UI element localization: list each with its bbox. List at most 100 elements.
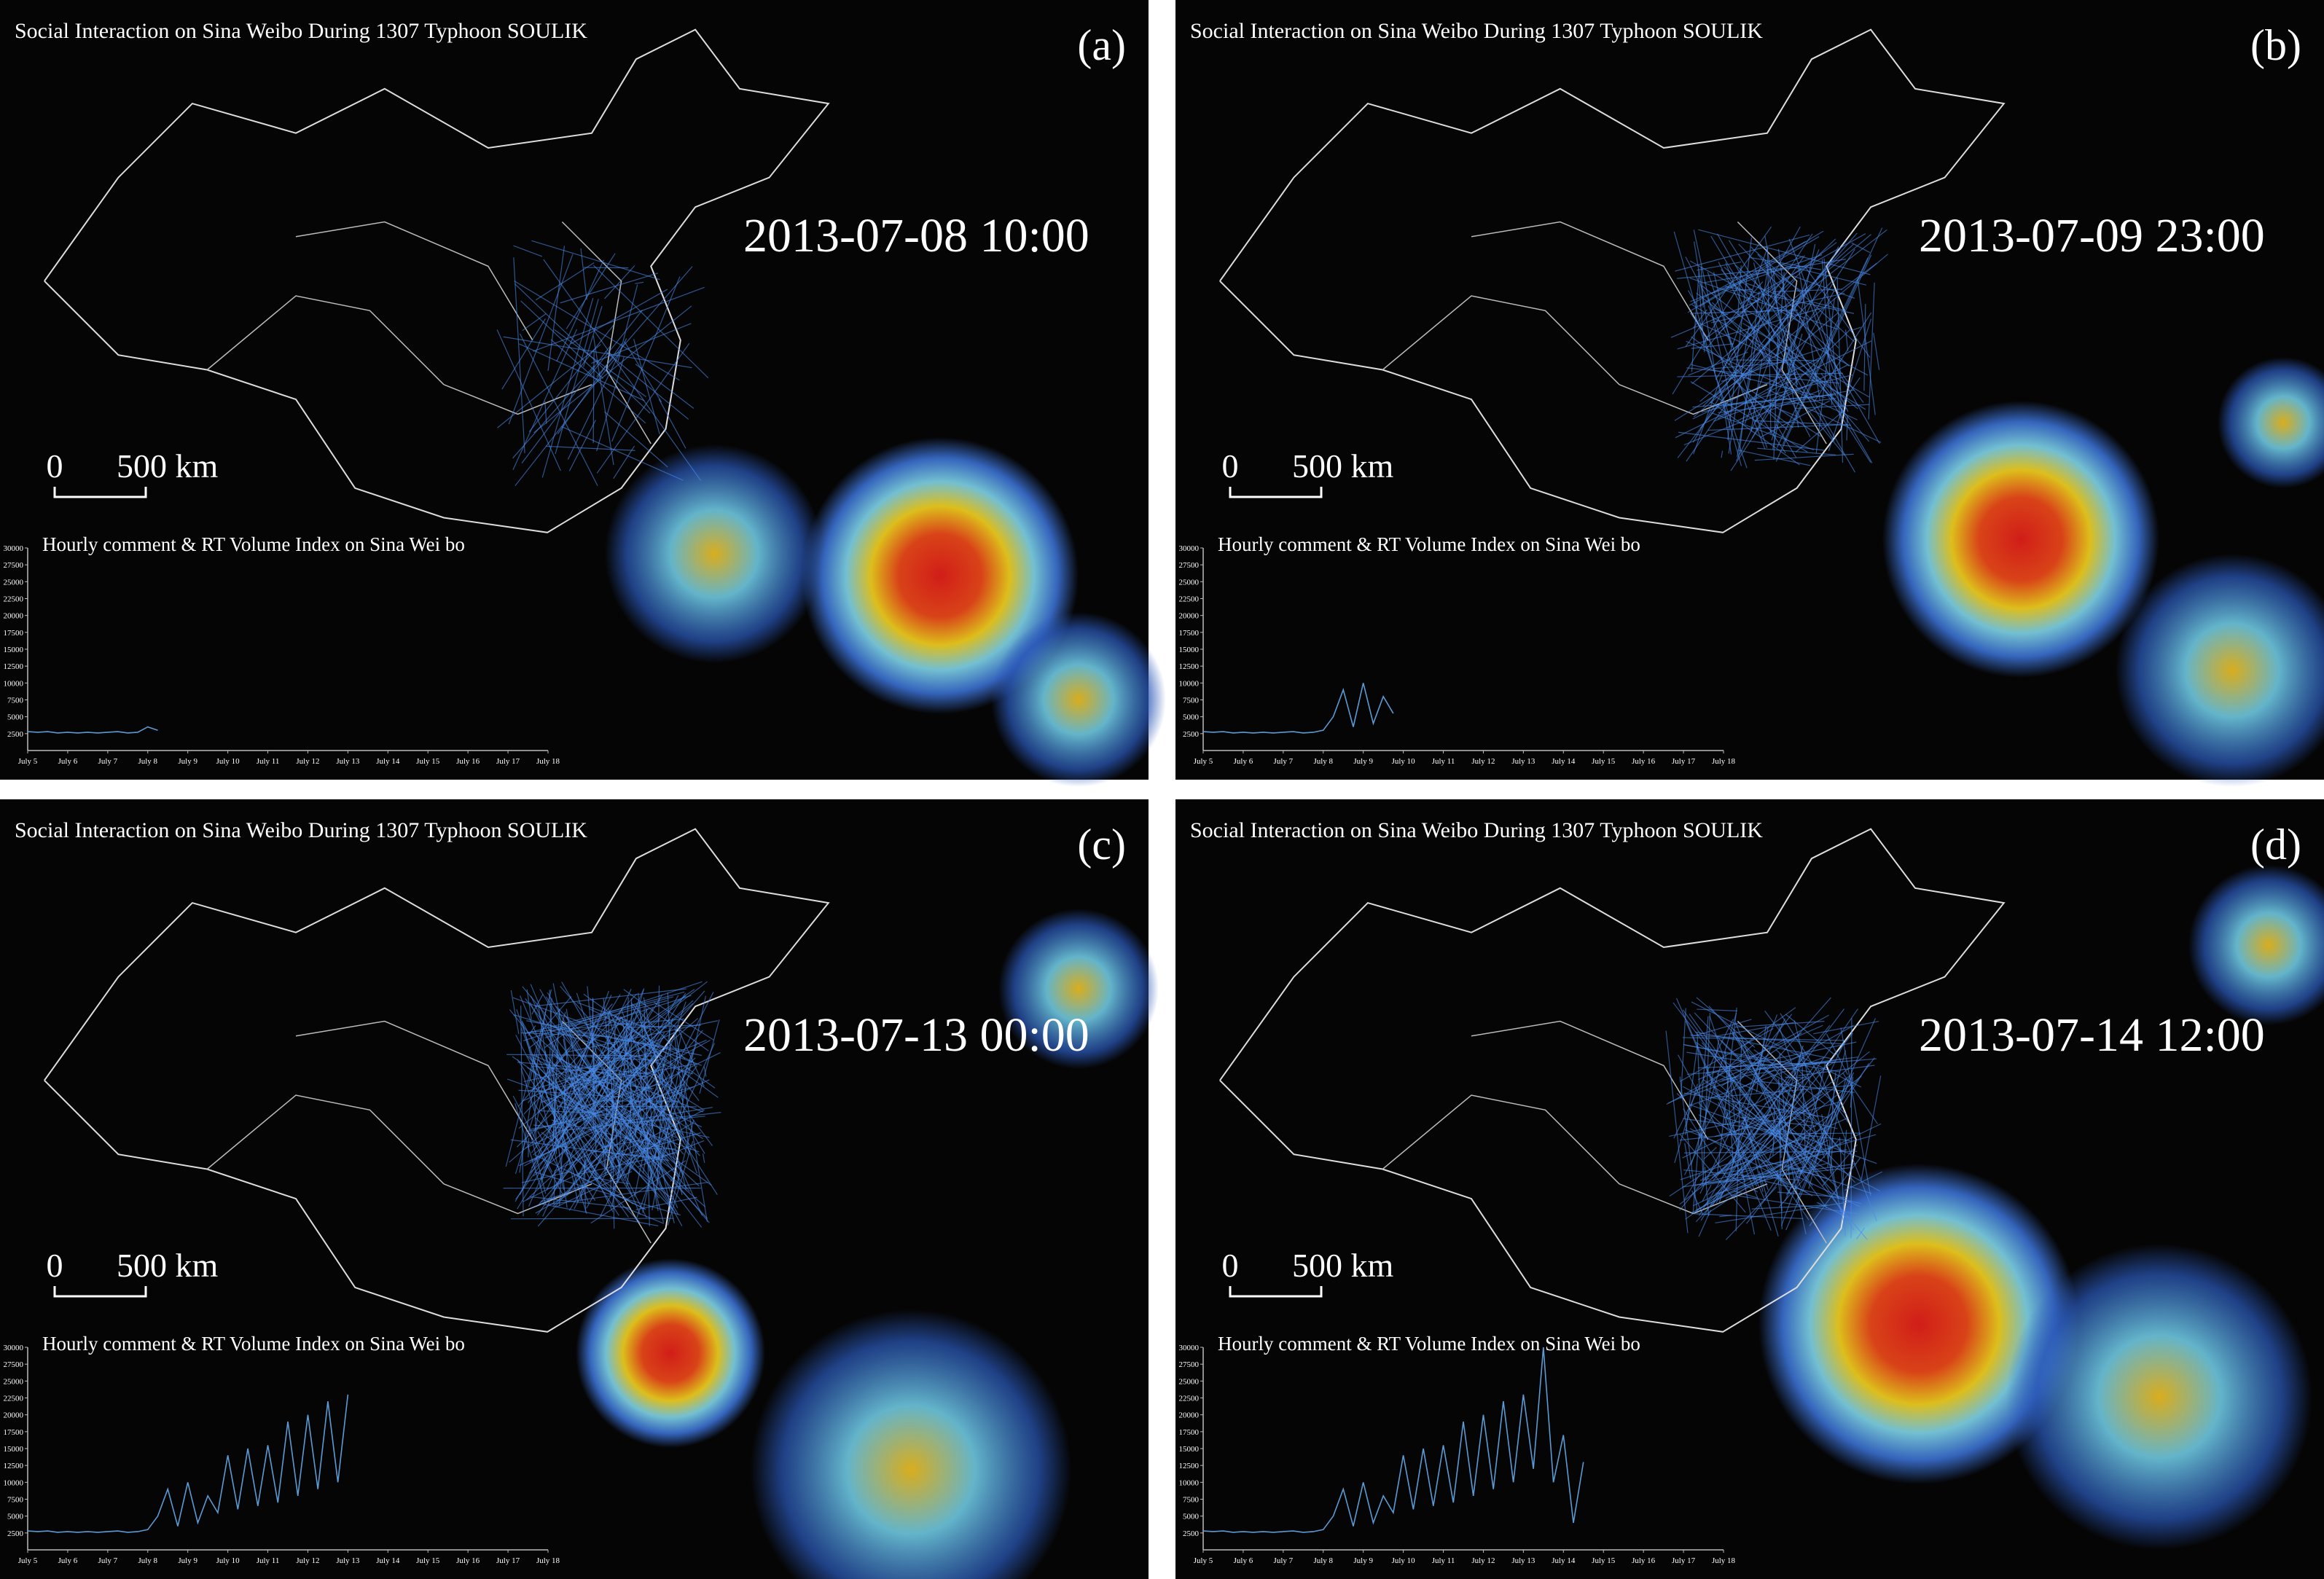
x-tick-label: July 12 [296, 1556, 319, 1565]
x-tick-label: July 13 [336, 1556, 360, 1565]
interaction-link [1721, 1040, 1817, 1135]
x-tick-label: July 5 [1194, 757, 1213, 766]
interaction-link [1793, 1117, 1838, 1129]
interaction-link [1692, 285, 1785, 443]
interaction-link [551, 1119, 678, 1151]
interaction-link [1725, 286, 1855, 314]
interaction-link [1740, 346, 1791, 378]
interaction-link [1782, 294, 1864, 403]
interaction-link [590, 1177, 630, 1185]
interaction-link [1813, 302, 1846, 311]
interaction-link [566, 1065, 614, 1167]
interaction-link [1830, 1138, 1834, 1174]
interaction-link [568, 1054, 666, 1211]
interaction-link [543, 259, 702, 482]
interaction-link [1785, 1076, 1804, 1078]
interaction-link [1839, 1137, 1846, 1237]
interaction-link [552, 1055, 703, 1128]
interaction-link [1801, 1062, 1826, 1167]
interaction-link [1731, 359, 1819, 361]
x-tick-label: July 17 [1672, 1556, 1696, 1565]
interaction-link [630, 1002, 686, 1059]
y-tick-label: 2500 [1183, 730, 1200, 739]
interaction-link [1693, 254, 1888, 418]
province-border [295, 1020, 533, 1140]
interaction-link [592, 998, 595, 1129]
y-tick-label: 5000 [7, 713, 24, 722]
interaction-link [520, 1027, 590, 1204]
y-tick-label: 10000 [1179, 679, 1200, 688]
interaction-link [536, 262, 595, 301]
x-tick-label: July 8 [138, 1556, 157, 1565]
y-tick-label: 7500 [1183, 1496, 1200, 1505]
interaction-link [1687, 230, 1824, 313]
interaction-link [544, 1022, 582, 1049]
interaction-link [1751, 290, 1835, 439]
y-tick-label: 5000 [7, 1513, 24, 1521]
interaction-link [1771, 333, 1803, 441]
interaction-link [1823, 258, 1841, 419]
cloud [2116, 554, 2324, 787]
interaction-link [603, 1031, 690, 1156]
interaction-link [1809, 1157, 1861, 1226]
y-tick-label: 17500 [1179, 629, 1200, 638]
interaction-link [1843, 377, 1861, 401]
interaction-link [533, 1044, 670, 1156]
y-tick-label: 20000 [1179, 612, 1200, 621]
interaction-link [1729, 289, 1753, 291]
interaction-link [584, 267, 629, 269]
interaction-link [1702, 1184, 1712, 1202]
interaction-link [1716, 233, 1856, 473]
interaction-link [515, 1103, 547, 1204]
interaction-link [552, 996, 674, 1030]
x-tick-label: July 15 [1592, 1556, 1616, 1565]
x-tick-label: July 14 [1552, 1556, 1576, 1565]
x-tick-label: July 14 [376, 757, 400, 766]
interaction-link [530, 1171, 614, 1210]
interaction-link [514, 283, 651, 414]
interaction-link [1808, 1050, 1847, 1189]
interaction-link [1736, 1069, 1780, 1132]
interaction-link [505, 989, 552, 1167]
interaction-link [1673, 231, 1742, 466]
interaction-link [553, 1053, 708, 1219]
interaction-link [1684, 1044, 1841, 1073]
y-tick-label: 30000 [4, 1344, 24, 1352]
interaction-link [1751, 1204, 1828, 1210]
interaction-link [1798, 1065, 1875, 1076]
interaction-link [658, 399, 686, 449]
interaction-link [584, 1110, 625, 1182]
y-tick-label: 22500 [4, 1395, 24, 1403]
x-tick-label: July 13 [1511, 757, 1535, 766]
y-tick-label: 25000 [4, 1377, 24, 1386]
y-tick-label: 20000 [1179, 1411, 1200, 1420]
interaction-link [1731, 1033, 1792, 1098]
interaction-link [1724, 1111, 1729, 1126]
interaction-link [1694, 241, 1715, 373]
interaction-link [1720, 286, 1773, 332]
province-border [443, 1183, 592, 1215]
y-tick-label: 27500 [4, 1360, 24, 1369]
interaction-link [1669, 1093, 1823, 1197]
interaction-link [1689, 278, 1838, 330]
interaction-link [1838, 405, 1873, 463]
interaction-link [531, 240, 660, 281]
interaction-link [1689, 1104, 1826, 1153]
province-border [1382, 295, 1620, 385]
interaction-link [630, 1079, 700, 1156]
interaction-link [556, 259, 604, 362]
interaction-link [532, 1101, 596, 1202]
typhoon [1882, 401, 2159, 678]
x-tick-label: July 17 [496, 757, 520, 766]
interaction-link [1729, 229, 1887, 353]
y-tick-label: 25000 [1179, 578, 1200, 587]
interaction-link [1725, 1123, 1882, 1199]
interaction-link [1740, 1175, 1861, 1204]
x-tick-label: July 17 [496, 1556, 520, 1565]
y-tick-label: 12500 [4, 1462, 24, 1470]
interaction-link [1768, 268, 1804, 293]
interaction-link [1804, 288, 1841, 390]
interaction-link [1701, 1042, 1868, 1240]
interaction-link [1699, 1178, 1710, 1181]
interaction-link [519, 995, 612, 1195]
